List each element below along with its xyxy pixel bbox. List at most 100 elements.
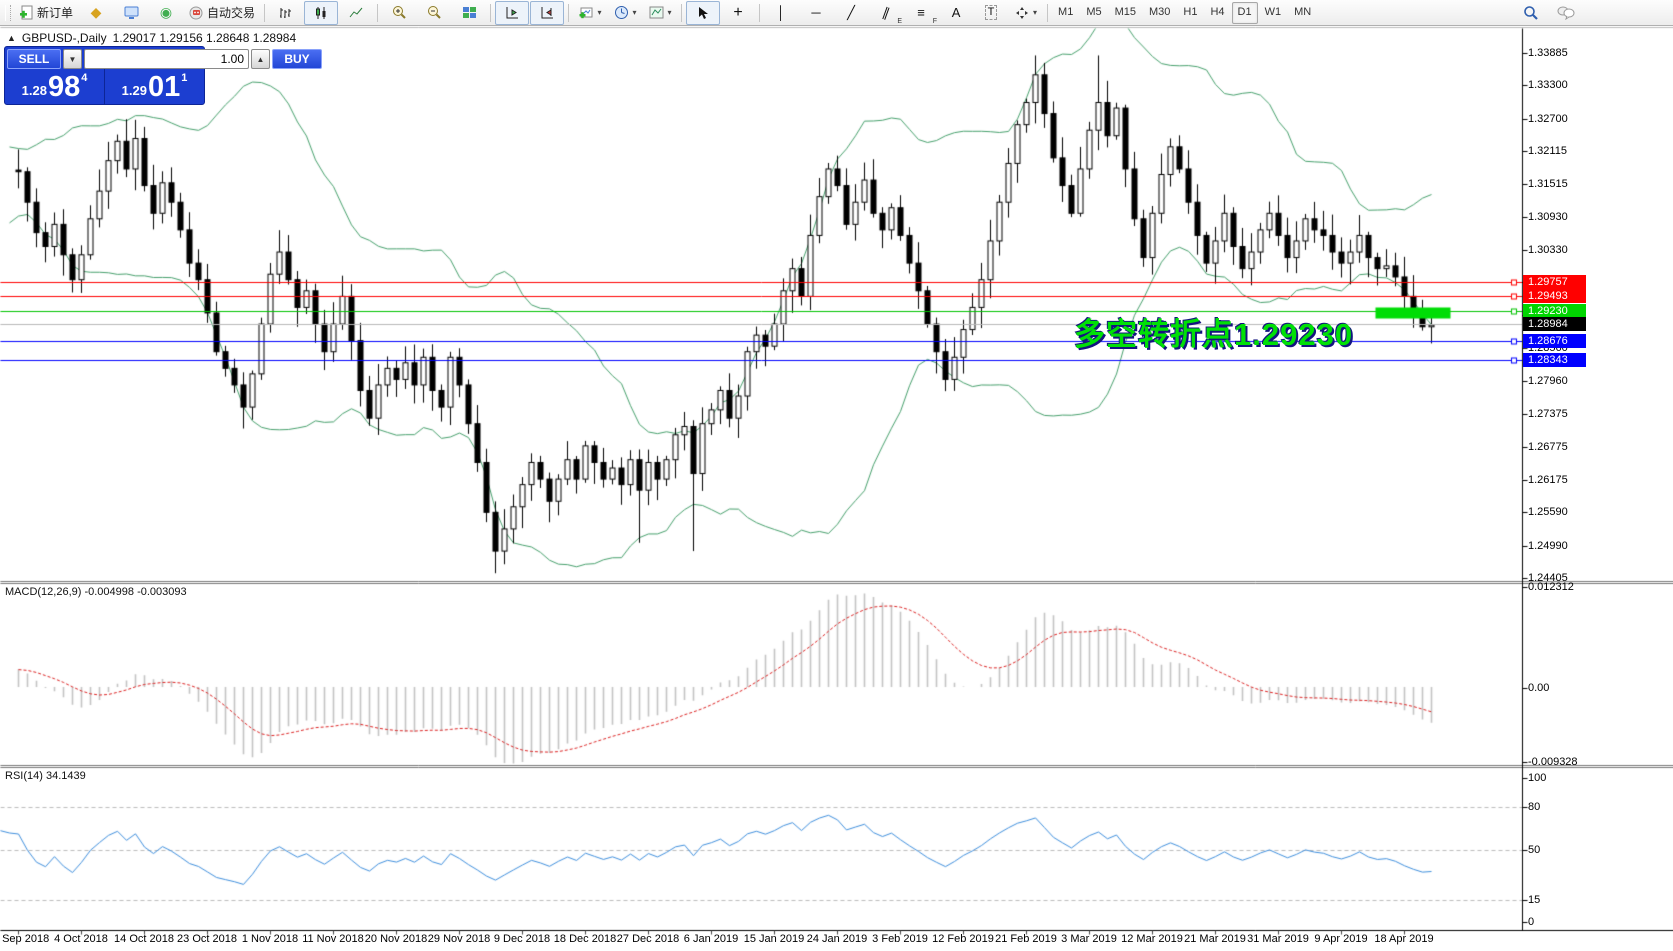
timeframe-m1[interactable]: M1 bbox=[1058, 5, 1074, 18]
crosshair-button[interactable]: + bbox=[721, 1, 755, 25]
sell-price-small: 1.28 bbox=[21, 83, 47, 98]
new-order-label: 新订单 bbox=[37, 6, 74, 20]
label-icon: T bbox=[984, 5, 998, 20]
chat-button[interactable] bbox=[1549, 1, 1583, 25]
chart-shift-button[interactable] bbox=[530, 0, 565, 25]
price-level-tag: 1.28984 bbox=[1523, 317, 1586, 332]
timeframe-h1[interactable]: H1 bbox=[1183, 5, 1198, 18]
main-toolbar: 新订单 ◆ ◉ 自动交易 bbox=[0, 0, 1673, 26]
fibonacci-button[interactable]: ≡ F bbox=[917, 5, 938, 25]
price-tick: 1.31515 bbox=[1528, 178, 1568, 191]
indicators-button[interactable]: ▾ bbox=[643, 1, 677, 25]
timeframe-m30[interactable]: M30 bbox=[1149, 5, 1171, 18]
buy-button[interactable]: BUY bbox=[272, 49, 322, 69]
sell-price[interactable]: 1.28 98 4 bbox=[5, 69, 105, 104]
volume-decrease-button[interactable]: ▼ bbox=[63, 49, 82, 69]
channel-icon: ∥ bbox=[880, 4, 892, 21]
price-level-tag: 1.28676 bbox=[1523, 334, 1586, 349]
new-order-icon bbox=[19, 5, 34, 20]
date-tick: 23 Oct 2018 bbox=[177, 933, 237, 945]
pivot-annotation: 多空转折点1.29230 bbox=[1074, 317, 1354, 352]
tile-windows-button[interactable] bbox=[452, 1, 486, 25]
clock-icon bbox=[614, 5, 629, 20]
date-tick: 6 Jan 2019 bbox=[683, 933, 739, 945]
auto-scroll-button[interactable] bbox=[495, 0, 530, 25]
sell-price-pip: 4 bbox=[81, 72, 88, 84]
dropdown-icon: ▾ bbox=[1033, 8, 1038, 17]
collapse-panel-icon[interactable]: ▲ bbox=[7, 33, 16, 43]
timeframe-m15[interactable]: M15 bbox=[1114, 5, 1136, 18]
charts-icon: ◆ bbox=[90, 4, 102, 20]
volume-input[interactable] bbox=[84, 49, 249, 69]
toolbar-separator bbox=[490, 3, 492, 22]
trade-panel-controls: SELL ▼ ▲ BUY bbox=[5, 47, 322, 69]
market-watch-button[interactable] bbox=[114, 1, 148, 25]
macd-axis-tick: -0.009328 bbox=[1528, 756, 1578, 768]
sell-button[interactable]: SELL bbox=[7, 49, 61, 69]
one-click-trading-panel: SELL ▼ ▲ BUY 1.28 98 4 1.29 01 1 bbox=[4, 46, 322, 105]
search-icon bbox=[1523, 5, 1539, 21]
vertical-line-button[interactable]: │ bbox=[764, 1, 798, 25]
timeframe-m5[interactable]: M5 bbox=[1086, 5, 1102, 18]
label-button[interactable]: T bbox=[974, 1, 1008, 25]
price-tick: 1.30330 bbox=[1528, 243, 1568, 256]
price-tick: 1.30930 bbox=[1528, 210, 1568, 223]
horizontal-line-icon: ─ bbox=[811, 5, 821, 20]
date-tick: 18 Apr 2019 bbox=[1374, 933, 1434, 945]
search-button[interactable] bbox=[1514, 1, 1548, 25]
profiles-button[interactable]: ▾ bbox=[608, 1, 642, 25]
price-level-tag: 1.29230 bbox=[1523, 303, 1586, 318]
line-chart-button[interactable] bbox=[339, 1, 373, 25]
timeframe-mn[interactable]: MN bbox=[1294, 5, 1312, 18]
macd-axis-tick: 0.00 bbox=[1528, 682, 1550, 694]
auto-scroll-icon bbox=[505, 6, 519, 20]
fibonacci-icon: ≡ bbox=[917, 5, 925, 20]
rsi-axis-tick: 0 bbox=[1528, 916, 1535, 928]
price-tick: 1.26775 bbox=[1528, 440, 1568, 453]
chart-header: ▲ GBPUSD-,Daily 1.29017 1.29156 1.28648 … bbox=[7, 31, 296, 45]
text-button[interactable]: A bbox=[939, 1, 973, 25]
dropdown-icon: ▾ bbox=[667, 8, 672, 17]
timeframe-d1[interactable]: D1 bbox=[1231, 1, 1258, 24]
dropdown-icon: ▾ bbox=[632, 8, 637, 17]
charts-button[interactable]: ◆ bbox=[79, 1, 113, 25]
new-chart-icon bbox=[579, 6, 594, 20]
price-tick: 1.27375 bbox=[1528, 407, 1568, 420]
toolbar-grip[interactable] bbox=[5, 4, 11, 21]
date-tick: 21 Mar 2019 bbox=[1184, 933, 1246, 945]
navigator-button[interactable]: ◉ bbox=[149, 1, 183, 25]
zoom-out-button[interactable] bbox=[417, 1, 451, 25]
macd-label: MACD(12,26,9) -0.004998 -0.003093 bbox=[5, 586, 187, 598]
price-tick: 1.27960 bbox=[1528, 375, 1568, 388]
new-chart-button[interactable]: ▾ bbox=[573, 1, 607, 25]
volume-increase-button[interactable]: ▲ bbox=[251, 49, 270, 69]
cursor-button[interactable] bbox=[686, 0, 721, 25]
rsi-axis-tick: 50 bbox=[1528, 844, 1541, 856]
buy-price[interactable]: 1.29 01 1 bbox=[105, 69, 204, 104]
cursor-icon bbox=[697, 6, 709, 20]
trendline-icon: ╱ bbox=[847, 5, 855, 20]
horizontal-line-button[interactable]: ─ bbox=[799, 1, 833, 25]
market-watch-icon bbox=[124, 6, 139, 20]
price-tick: 1.32115 bbox=[1528, 145, 1567, 158]
timeframe-w1[interactable]: W1 bbox=[1264, 5, 1282, 18]
date-tick: 1 Nov 2018 bbox=[241, 933, 299, 945]
date-tick: 3 Feb 2019 bbox=[872, 933, 928, 945]
zoom-in-button[interactable] bbox=[382, 1, 416, 25]
buy-price-pip: 1 bbox=[181, 72, 188, 84]
candlestick-button[interactable] bbox=[304, 0, 339, 25]
bar-chart-button[interactable] bbox=[269, 1, 303, 25]
timeframe-h4[interactable]: H4 bbox=[1210, 5, 1225, 18]
new-order-button[interactable]: 新订单 bbox=[14, 1, 78, 25]
line-chart-icon bbox=[349, 6, 363, 20]
auto-trading-button[interactable]: 自动交易 bbox=[184, 1, 260, 25]
shapes-button[interactable]: ▾ bbox=[1009, 1, 1043, 25]
chart-symbol-period: GBPUSD-,Daily bbox=[21, 31, 107, 45]
channel-button[interactable]: ∥ E bbox=[880, 4, 903, 25]
toolbar-separator bbox=[377, 3, 379, 22]
tile-windows-icon bbox=[462, 6, 477, 20]
date-tick: 11 Nov 2018 bbox=[302, 933, 364, 945]
trendline-button[interactable]: ╱ bbox=[834, 1, 868, 25]
